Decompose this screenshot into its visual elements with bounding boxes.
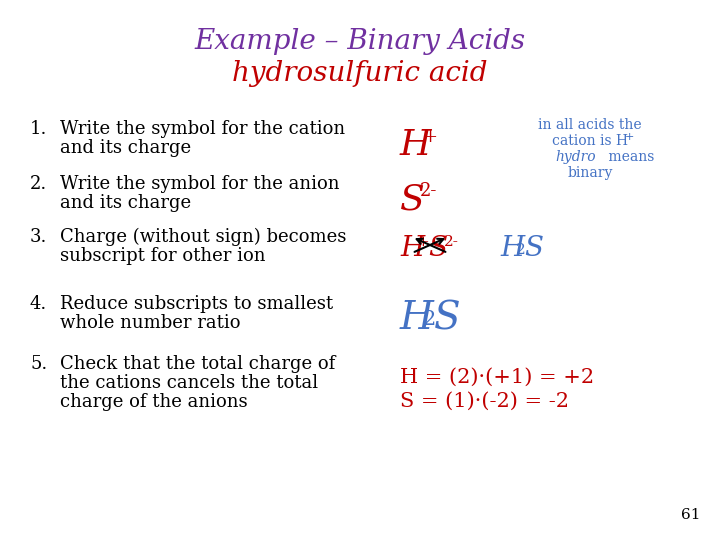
Text: H: H: [400, 235, 424, 262]
Text: S: S: [524, 235, 543, 262]
Text: H = (2)·(+1) = +2: H = (2)·(+1) = +2: [400, 368, 594, 387]
Text: whole number ratio: whole number ratio: [60, 314, 240, 332]
Text: 1.: 1.: [30, 120, 48, 138]
Text: H: H: [400, 128, 431, 162]
Text: 2-: 2-: [420, 182, 437, 200]
Text: 3.: 3.: [30, 228, 48, 246]
Text: hydrosulfuric acid: hydrosulfuric acid: [233, 60, 487, 87]
Text: 2.: 2.: [30, 175, 48, 193]
Text: 2: 2: [516, 243, 526, 257]
Text: H: H: [500, 235, 524, 262]
Text: H: H: [400, 300, 434, 337]
Text: binary: binary: [567, 166, 613, 180]
Text: S: S: [428, 235, 447, 262]
Text: 4.: 4.: [30, 295, 48, 313]
Text: the cations cancels the total: the cations cancels the total: [60, 374, 318, 392]
Text: Reduce subscripts to smallest: Reduce subscripts to smallest: [60, 295, 333, 313]
Text: Charge (without sign) becomes: Charge (without sign) becomes: [60, 228, 346, 246]
Text: means: means: [604, 150, 654, 164]
Text: 61: 61: [680, 508, 700, 522]
Text: 2: 2: [423, 310, 436, 329]
Text: Write the symbol for the anion: Write the symbol for the anion: [60, 175, 340, 193]
Text: in all acids the: in all acids the: [538, 118, 642, 132]
Text: charge of the anions: charge of the anions: [60, 393, 248, 411]
Text: +: +: [422, 128, 437, 146]
Text: Write the symbol for the cation: Write the symbol for the cation: [60, 120, 345, 138]
Text: hydro: hydro: [556, 150, 596, 164]
Text: cation is H: cation is H: [552, 134, 628, 148]
Text: +: +: [625, 132, 634, 142]
Text: S: S: [434, 300, 461, 337]
Text: S: S: [400, 182, 425, 216]
Text: 5.: 5.: [30, 355, 48, 373]
Text: +: +: [416, 235, 428, 249]
Text: and its charge: and its charge: [60, 139, 191, 157]
Text: Example – Binary Acids: Example – Binary Acids: [194, 28, 526, 55]
Text: 2-: 2-: [444, 235, 459, 249]
Text: Check that the total charge of: Check that the total charge of: [60, 355, 336, 373]
Text: and its charge: and its charge: [60, 194, 191, 212]
Text: S = (1)·(-2) = -2: S = (1)·(-2) = -2: [400, 392, 569, 411]
Text: subscript for other ion: subscript for other ion: [60, 247, 266, 265]
